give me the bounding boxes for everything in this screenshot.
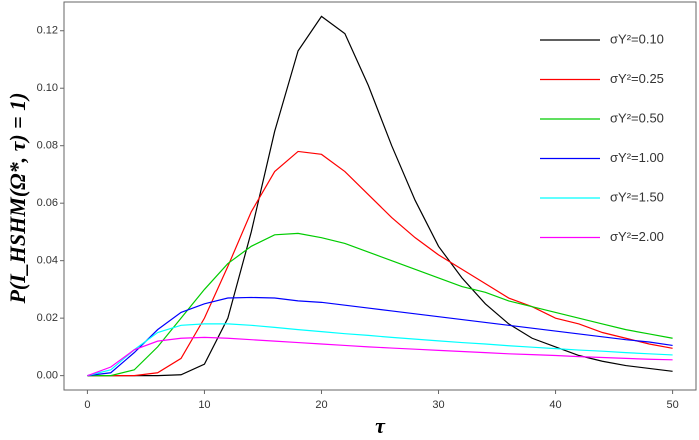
y-tick-label: 0.02 <box>37 312 58 324</box>
x-tick-label: 30 <box>432 399 444 411</box>
y-tick-label: 0.06 <box>37 197 58 209</box>
y-tick-label: 0.00 <box>37 370 58 382</box>
legend-label: σY²=0.50 <box>610 110 664 125</box>
x-axis-label: τ <box>375 413 386 438</box>
y-tick-label: 0.04 <box>37 255 58 267</box>
x-tick-label: 20 <box>315 399 327 411</box>
y-tick-label: 0.08 <box>37 140 58 152</box>
legend-label: σY²=0.25 <box>610 71 664 86</box>
data-line <box>87 15 673 377</box>
legend-label: σY²=2.00 <box>610 229 664 244</box>
plot-frame <box>63 1 697 391</box>
y-tick-label: 0.12 <box>37 25 58 37</box>
x-tick-label: 50 <box>666 399 678 411</box>
y-tick-label: 0.10 <box>37 82 58 94</box>
data-line <box>87 336 673 377</box>
data-line <box>87 296 673 377</box>
legend-label: σY²=1.00 <box>610 150 664 165</box>
x-tick-label: 40 <box>549 399 561 411</box>
x-tick-label: 0 <box>84 399 90 411</box>
legend-label: σY²=0.10 <box>610 31 664 46</box>
legend-label: σY²=1.50 <box>610 189 664 204</box>
data-line <box>87 150 673 377</box>
data-line <box>87 323 673 377</box>
x-tick-label: 10 <box>198 399 210 411</box>
y-axis-label: P(I_HSHM(Ω*, τ) = 1) <box>5 92 30 304</box>
data-line <box>87 232 673 377</box>
